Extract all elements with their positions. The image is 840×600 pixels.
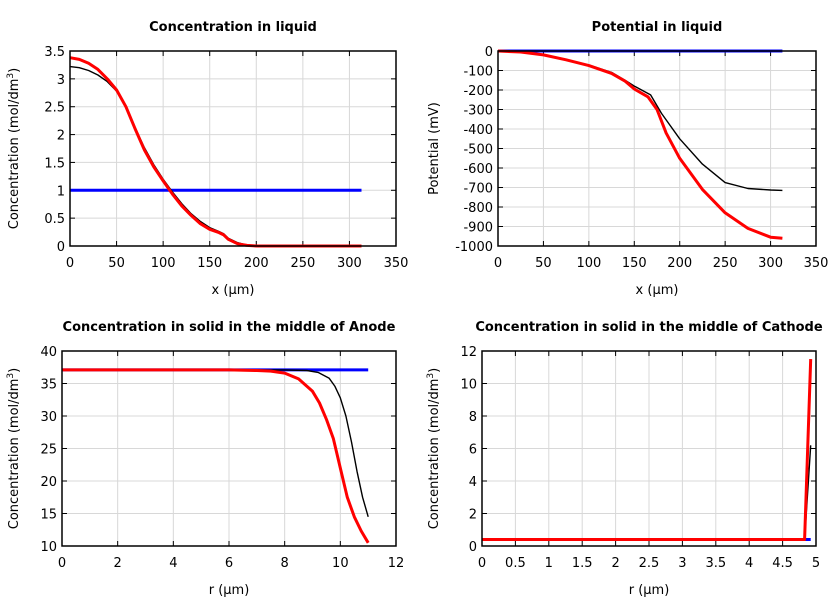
plot-frame (481, 350, 817, 547)
x-tick-label: 4 (745, 556, 753, 571)
series-line-3 (62, 368, 370, 544)
x-axis-label: r (µm) (209, 583, 250, 598)
series-line-2 (62, 369, 369, 517)
x-tick-label: 200 (667, 256, 692, 271)
x-tick-label: 0 (494, 256, 502, 271)
x-tick-label: 350 (804, 256, 829, 271)
plot-frame (497, 50, 817, 247)
x-tick-label: 10 (332, 556, 349, 571)
y-tick-label: -400 (463, 123, 493, 138)
chart-title: Potential in liquid (592, 20, 723, 35)
series-line-2 (69, 65, 362, 247)
x-tick-label: 8 (281, 556, 289, 571)
chart-title: Concentration in solid in the middle of … (475, 320, 823, 335)
x-tick-label: 4 (169, 556, 177, 571)
series-line-3 (69, 56, 362, 248)
x-tick-label: 3 (678, 556, 686, 571)
x-tick-label: 300 (337, 256, 362, 271)
y-tick-label: 20 (40, 475, 57, 490)
x-tick-label: 12 (388, 556, 405, 571)
x-tick-label: 1 (545, 556, 553, 571)
x-tick-label: 250 (290, 256, 315, 271)
y-tick-label: 0.5 (44, 212, 65, 227)
series-line-3 (497, 49, 783, 240)
x-tick-label: 50 (108, 256, 125, 271)
x-tick-label: 150 (197, 256, 222, 271)
x-tick-label: 2 (611, 556, 619, 571)
x-tick-label: 0 (478, 556, 486, 571)
x-tick-label: 4.5 (772, 556, 793, 571)
y-tick-label: 0 (469, 540, 477, 555)
y-tick-label: 0 (57, 240, 65, 255)
x-tick-label: 150 (622, 256, 647, 271)
y-tick-label: -600 (463, 162, 493, 177)
series-line-2 (497, 50, 783, 192)
x-tick-label: 250 (713, 256, 738, 271)
y-tick-label: -500 (463, 143, 493, 158)
y-tick-label: -300 (463, 104, 493, 119)
y-tick-label: 3.5 (44, 45, 65, 60)
y-tick-label: 6 (469, 443, 477, 458)
y-tick-label: -700 (463, 182, 493, 197)
y-tick-label: 30 (40, 410, 57, 425)
y-tick-label: 25 (40, 443, 57, 458)
y-tick-label: 2 (57, 129, 65, 144)
x-tick-label: 1.5 (572, 556, 593, 571)
y-tick-label: -900 (463, 221, 493, 236)
x-axis-label: x (µm) (636, 283, 679, 298)
y-tick-label: 12 (460, 345, 477, 360)
plot-frame (69, 50, 397, 247)
y-tick-label: 2.5 (44, 101, 65, 116)
subplot-4: Concentration in solid in the middle of … (426, 320, 823, 598)
y-axis-label: Potential (mV) (427, 102, 442, 195)
y-tick-label: 4 (469, 475, 477, 490)
x-tick-label: 6 (225, 556, 233, 571)
x-tick-label: 50 (535, 256, 552, 271)
x-tick-label: 350 (384, 256, 409, 271)
x-tick-label: 2.5 (639, 556, 660, 571)
series-line-3 (482, 359, 813, 541)
x-tick-label: 2 (114, 556, 122, 571)
y-tick-label: -100 (463, 65, 493, 80)
x-tick-label: 0 (66, 256, 74, 271)
subplot-2: Potential in liquid 0 50 100 150 200 250 300 350… (427, 20, 828, 298)
plot-frame (61, 350, 397, 547)
x-tick-label: 0.5 (505, 556, 526, 571)
y-tick-label: 8 (469, 410, 477, 425)
y-tick-label: -1000 (455, 240, 493, 255)
y-axis-label: Concentration (mol/dm3) (6, 68, 22, 230)
y-tick-label: 10 (460, 378, 477, 393)
chart-title: Concentration in liquid (149, 20, 317, 35)
y-axis-label: Concentration (mol/dm3) (426, 368, 442, 530)
x-tick-label: 0 (58, 556, 66, 571)
chart-title: Concentration in solid in the middle of … (63, 320, 396, 335)
y-tick-label: 15 (40, 508, 57, 523)
y-tick-label: -800 (463, 201, 493, 216)
y-tick-label: 1.5 (44, 156, 65, 171)
x-axis-label: x (µm) (212, 283, 255, 298)
y-tick-label: 3 (57, 73, 65, 88)
y-tick-label: 10 (40, 540, 57, 555)
x-tick-label: 300 (758, 256, 783, 271)
y-tick-label: 2 (469, 508, 477, 523)
y-tick-label: 35 (40, 378, 57, 393)
x-tick-label: 200 (244, 256, 269, 271)
x-tick-label: 5 (812, 556, 820, 571)
y-tick-label: 1 (57, 184, 65, 199)
series-line-2 (482, 445, 812, 541)
x-tick-label: 100 (151, 256, 176, 271)
x-axis-label: r (µm) (629, 583, 670, 598)
y-axis-label: Concentration (mol/dm3) (6, 368, 22, 530)
x-tick-label: 3.5 (705, 556, 726, 571)
subplot-3: Concentration in solid in the middle of … (6, 320, 404, 598)
y-tick-label: 40 (40, 345, 57, 360)
x-tick-label: 100 (576, 256, 601, 271)
y-tick-label: -200 (463, 84, 493, 99)
y-tick-label: 0 (485, 45, 493, 60)
